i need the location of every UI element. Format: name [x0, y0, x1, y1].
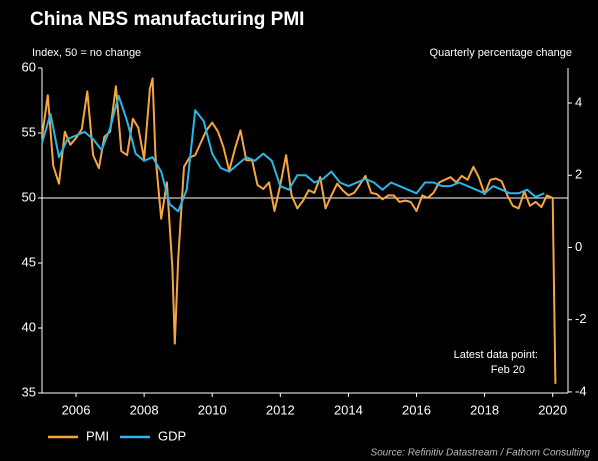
- source: Source: Refinitiv Datastream / Fathom Co…: [370, 448, 590, 459]
- y2-tick-label: 0: [575, 239, 582, 254]
- x-tick-label: 2008: [130, 402, 159, 417]
- series-line: [41, 94, 545, 213]
- annotation: Feb 20: [491, 364, 525, 376]
- y-tick-label: 35: [22, 384, 36, 399]
- chart-title: China NBS manufacturing PMI: [30, 9, 304, 30]
- subtitle: Index, 50 = no change: [32, 47, 141, 59]
- x-tick-label: 2010: [198, 402, 227, 417]
- x-tick-label: 2020: [538, 402, 567, 417]
- x-tick-label: 2012: [266, 402, 295, 417]
- y2-tick-label: 4: [575, 94, 582, 109]
- y-tick-label: 40: [22, 319, 36, 334]
- y-tick-label: 60: [22, 59, 36, 74]
- x-tick-label: 2018: [470, 402, 499, 417]
- y2-tick-label: -2: [575, 311, 587, 326]
- legend-label: GDP: [158, 428, 186, 443]
- series-line: [41, 77, 557, 384]
- y-tick-label: 45: [22, 254, 36, 269]
- x-tick-label: 2006: [62, 402, 91, 417]
- legend-label: PMI: [86, 428, 109, 443]
- y-tick-label: 55: [22, 124, 36, 139]
- y2-tick-label: 2: [575, 167, 582, 182]
- y-tick-label: 50: [22, 189, 36, 204]
- y2-tick-label: -4: [575, 383, 587, 398]
- x-tick-label: 2014: [334, 402, 363, 417]
- annotation: Latest data point:: [454, 349, 538, 361]
- y2-axis-label: Quarterly percentage change: [430, 47, 572, 59]
- x-tick-label: 2016: [402, 402, 431, 417]
